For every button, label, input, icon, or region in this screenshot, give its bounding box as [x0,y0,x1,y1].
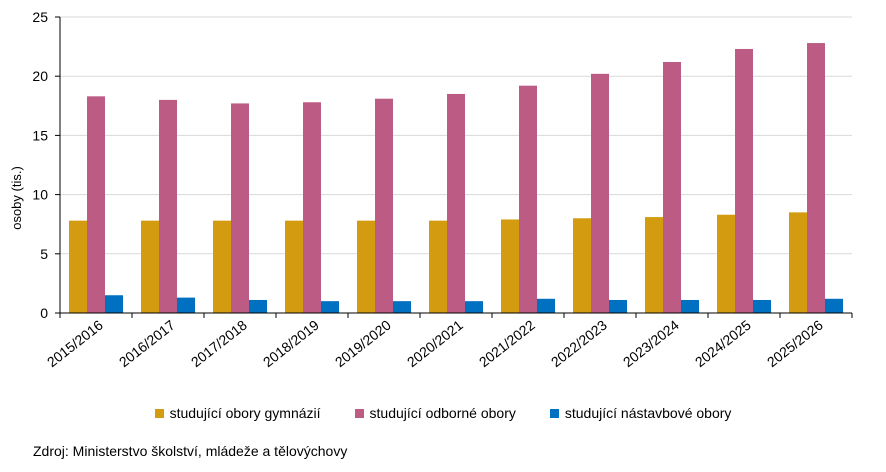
legend-label: studující obory gymnázií [169,405,321,421]
y-tick-labels: 0 5 10 15 20 25 [32,9,48,321]
legend-item: studující obory gymnázií [154,405,321,421]
bar [429,220,447,313]
bar [519,85,537,313]
x-tick-label: 2023/2024 [620,317,682,370]
x-tick-label: 2022/2023 [548,317,610,370]
x-tick-label: 2020/2021 [404,317,466,370]
bar [447,93,465,314]
bar [681,299,699,313]
legend-swatch [354,408,364,418]
bar [285,220,303,313]
legend-label: studující nástavbové obory [564,405,732,421]
x-tick-label: 2015/2016 [44,317,106,370]
y-tick-label: 25 [32,9,48,25]
legend-label: studující odborné obory [369,405,516,421]
bar [663,61,681,313]
legend-item: studující odborné obory [354,405,516,421]
bar [807,43,825,313]
y-tick-label: 15 [32,127,48,143]
bar [825,298,843,313]
bar [789,212,807,313]
y-tick-label: 0 [40,305,48,321]
bar [231,103,249,313]
x-tick-label: 2019/2020 [332,317,394,370]
bar [465,301,483,313]
legend-item: studující nástavbové obory [549,405,732,421]
bar [105,295,123,313]
bar [249,299,267,313]
bar [87,96,105,313]
bar [573,218,591,313]
bar [141,220,159,313]
bar [591,73,609,313]
bar [303,102,321,313]
bar [375,98,393,313]
bar [393,301,411,313]
bar [537,298,555,313]
x-tick-label: 2021/2022 [476,317,538,370]
legend: studující obory gymnázií studující odborn… [0,405,886,421]
bar [69,220,87,313]
bar [645,217,663,313]
x-tick-labels: 2015/2016 2016/2017 2017/2018 2018/2019 2019… [44,317,826,370]
y-axis-title: osoby (tis.) [9,166,24,230]
y-tick-label: 5 [40,246,48,262]
axes [55,16,853,318]
source-note: Zdroj: Ministerstvo školství, mládeže a … [33,443,348,459]
bar [321,301,339,313]
bar [735,48,753,314]
bar [177,297,195,313]
x-tick-label: 2016/2017 [116,317,178,370]
x-tick-label: 2025/2026 [764,317,826,370]
bars [69,43,843,314]
bar [609,299,627,313]
x-tick-label: 2024/2025 [692,317,754,370]
bar [213,220,231,313]
x-tick-label: 2018/2019 [260,317,322,370]
bar [501,219,519,313]
bar [753,299,771,313]
y-tick-label: 20 [32,68,48,84]
legend-swatch [549,408,559,418]
legend-swatch [154,408,164,418]
bar [717,214,735,313]
x-tick-label: 2017/2018 [188,317,250,370]
bar [159,99,177,313]
y-tick-label: 10 [32,187,48,203]
bar [357,220,375,313]
